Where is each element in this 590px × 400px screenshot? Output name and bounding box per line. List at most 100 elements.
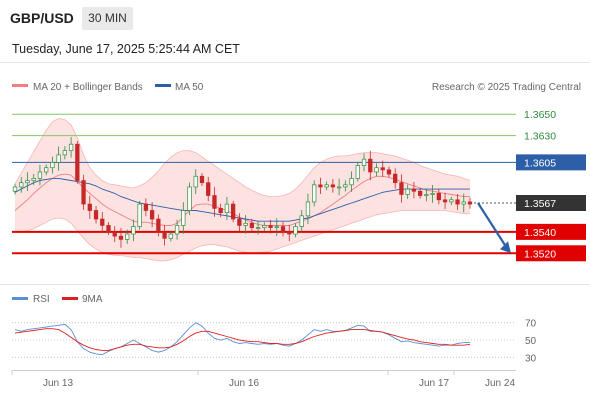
candle-body-4 <box>37 171 43 179</box>
candle-body-55 <box>355 165 360 179</box>
candle-body-43 <box>280 226 286 233</box>
credit-label: Research © 2025 Trading Central <box>432 82 581 93</box>
candle-body-5 <box>44 167 49 173</box>
candle-body-17 <box>118 235 124 240</box>
candle-body-7 <box>56 154 61 163</box>
candle-body-53 <box>343 184 348 188</box>
level-label-box-5 <box>516 245 586 262</box>
candle-body-1 <box>19 182 24 188</box>
level-label-1: 1.3630 <box>524 131 556 143</box>
level-label-5: 1.3520 <box>524 248 556 260</box>
candle-body-34 <box>224 203 230 213</box>
level-labels: 1.3650 1.3630 1.3605 1.3567 1.3540 1.3520 <box>516 109 586 262</box>
date-bar <box>0 36 590 62</box>
candle-body-41 <box>268 225 273 228</box>
candle-body-16 <box>112 231 117 237</box>
rsi-pane: 70 50 30 <box>12 319 537 364</box>
candle-body-47 <box>305 201 311 217</box>
rsi-legend-label: RSI <box>33 294 50 305</box>
level-label-3: 1.3567 <box>524 198 556 210</box>
bollinger-upper-line <box>14 118 471 197</box>
candle-body-71 <box>455 199 460 205</box>
forecast-arrow-head <box>500 241 511 254</box>
candle-body-23 <box>156 218 161 233</box>
candle-body-70 <box>449 199 454 203</box>
candle-body-3 <box>31 178 36 181</box>
bollinger-legend-label: MA 20 + Bollinger Bands <box>33 82 143 93</box>
candle-body-63 <box>405 188 410 195</box>
bollinger-legend-swatch <box>12 84 28 87</box>
rsi-legend-swatch <box>12 297 28 300</box>
candle-body-30 <box>199 175 205 184</box>
candle-body-11 <box>81 180 86 205</box>
candle-body-24 <box>162 231 167 239</box>
ma50-legend-swatch <box>155 84 171 87</box>
ma50-legend-label: MA 50 <box>175 82 204 93</box>
forecast-arrow <box>477 202 511 254</box>
candle-body-28 <box>187 186 192 211</box>
candle-body-60 <box>386 169 392 175</box>
candle-body-22 <box>149 210 155 220</box>
bollinger-lower-line <box>15 210 470 262</box>
level-label-box-4 <box>516 223 586 240</box>
key-levels <box>12 113 516 255</box>
candle-body-58 <box>374 167 379 173</box>
candle-body-62 <box>399 182 404 195</box>
candle-body-69 <box>442 199 448 203</box>
candle-body-73 <box>467 201 473 205</box>
candle-body-38 <box>249 222 254 228</box>
candle-body-35 <box>231 203 236 220</box>
candle-body-59 <box>380 167 385 171</box>
rsi-ma-line <box>14 328 471 351</box>
candle-body-42 <box>274 226 279 228</box>
x-tick-label-3: Jun 24 <box>485 378 515 389</box>
candle-body-25 <box>168 233 173 239</box>
candle-body-48 <box>312 184 317 203</box>
ma50-line <box>14 177 470 222</box>
level-label-2: 1.3605 <box>524 157 556 169</box>
rsi-line <box>14 322 470 356</box>
candle-body-52 <box>336 186 342 189</box>
timeframe-badge[interactable]: 30 MIN <box>82 7 133 30</box>
x-tick-label-0: Jun 13 <box>43 378 73 389</box>
candle-body-67 <box>430 193 435 195</box>
candle-body-29 <box>193 175 198 188</box>
level-label-0: 1.3650 <box>524 109 556 121</box>
symbol-title: GBP/USD <box>10 10 74 26</box>
candle-body-46 <box>299 215 304 227</box>
candle-body-6 <box>50 162 55 169</box>
forecast-arrow-shaft <box>477 202 508 249</box>
rsi-ma-legend-swatch <box>62 297 78 300</box>
candle-body-40 <box>262 225 267 228</box>
candle-body-56 <box>361 158 367 166</box>
candle-body-36 <box>237 218 242 226</box>
candle-body-9 <box>68 143 74 151</box>
header-bar: GBP/USD 30 MIN <box>0 0 590 36</box>
candle-body-13 <box>93 210 99 220</box>
level-label-box-2 <box>516 154 586 171</box>
candle-body-21 <box>143 203 149 211</box>
candle-body-65 <box>417 190 423 196</box>
candle-body-66 <box>424 194 429 196</box>
candle-body-50 <box>324 184 329 188</box>
candle-body-64 <box>411 188 417 192</box>
x-tick-label-2: Jun 17 <box>419 378 449 389</box>
candle-body-68 <box>436 193 441 201</box>
candle-body-72 <box>461 201 466 205</box>
rsi-tick-70: 70 <box>525 319 537 330</box>
candle-body-20 <box>137 203 142 227</box>
candle-body-44 <box>287 231 292 235</box>
rsi-tick-50: 50 <box>525 336 537 347</box>
candle-body-49 <box>318 184 323 188</box>
level-label-box-3 <box>516 195 586 212</box>
candle-body-14 <box>100 218 105 226</box>
candle-body-8 <box>62 150 68 156</box>
candle-body-37 <box>243 222 248 226</box>
candlesticks <box>12 137 473 248</box>
rsi-tick-30: 30 <box>525 353 537 364</box>
candle-body-45 <box>293 226 298 235</box>
candle-body-51 <box>330 184 336 188</box>
candle-body-27 <box>181 210 186 226</box>
